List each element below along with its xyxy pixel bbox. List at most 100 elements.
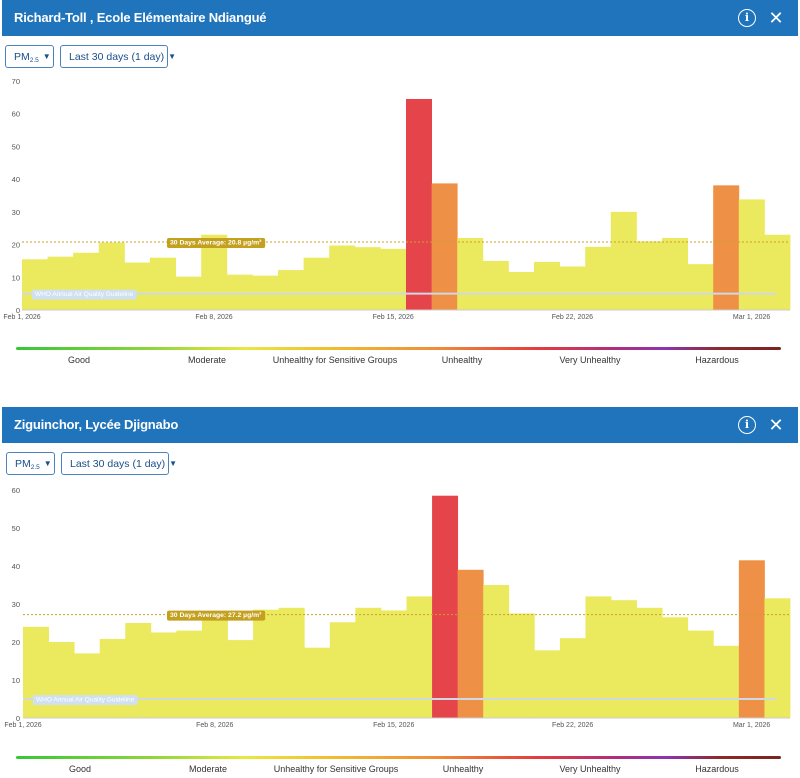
bar [354,247,381,310]
bar [201,616,228,718]
bar [380,610,407,718]
y-tick-label: 0 [16,306,20,315]
average-label: 30 Days Average: 27.2 µg/m³ [170,612,262,619]
legend-very-unhealthy: Very Unhealthy [559,355,621,365]
bar [585,246,612,310]
bar [687,630,714,718]
info-icon[interactable]: i [738,9,756,27]
x-tick-label: Feb 22, 2026 [552,722,593,729]
legend-hazardous: Hazardous [695,355,739,365]
bar [764,598,791,718]
time-range-label: Last 30 days (1 day) [69,51,165,63]
station-panel-ziguinchor: Ziguinchor, Lycée Djignabo i ✕ PM2.5 ▼ La… [0,407,800,778]
close-icon[interactable]: ✕ [768,415,784,435]
average-label-bg [167,610,266,621]
y-tick-label: 70 [12,77,20,86]
aqi-gradient-bar [16,347,781,350]
bar [48,642,75,718]
bar [662,238,688,310]
chevron-down-icon: ▼ [168,52,177,61]
x-tick-label: Mar 1, 2026 [733,314,770,321]
bar [329,245,356,310]
pollutant-dropdown[interactable]: PM2.5 ▼ [6,452,55,475]
average-label: 30 Days Average: 20.8 µg/m³ [170,239,262,246]
time-range-dropdown[interactable]: Last 30 days (1 day) ▼ [61,452,177,475]
pollutant-label: PM [14,51,30,63]
bar [559,638,586,718]
legend-unhealthy: Unhealthy [441,355,483,365]
station-panel-richard-toll: Richard-Toll , Ecole Elémentaire Ndiangu… [0,0,800,380]
bar [329,622,356,718]
legend-moderate: Moderate [188,764,228,774]
x-tick-label: Feb 15, 2026 [373,722,414,729]
bar [278,607,305,718]
x-tick-label: Feb 1, 2026 [4,722,41,729]
y-tick-label: 20 [12,638,20,647]
who-guideline-label: WHO Annual Air Quality Guideline [35,291,134,298]
bar [124,262,151,310]
bar [253,609,280,718]
chevron-down-icon: ▼ [42,52,51,61]
aqi-gradient-bar [16,756,781,759]
legend-very-unhealthy: Very Unhealthy [559,764,621,774]
bar [457,238,484,310]
pm25-bar-chart: 0 10 20 30 40 50 60 70 WHO Annual Air Quality Gu… [3,77,791,321]
bar [687,264,714,310]
bar [303,257,330,310]
close-icon[interactable]: ✕ [768,8,784,28]
chevron-down-icon: ▼ [43,459,52,468]
bar [508,613,535,718]
bar [636,607,663,718]
bar [713,185,740,310]
bar [176,630,203,718]
bar [99,638,126,718]
legend-hazardous: Hazardous [695,764,739,774]
bar [150,257,176,310]
bar [611,600,637,718]
time-range-dropdown[interactable]: Last 30 days (1 day) ▼ [60,45,176,68]
bar [380,248,407,310]
y-tick-label: 10 [12,273,20,282]
x-tick-label: Feb 15, 2026 [373,314,414,321]
bar [738,560,765,718]
bar [764,234,791,310]
bar [74,653,101,718]
legend-usg: Unhealthy for Sensitive Groups [272,355,398,365]
bar [431,183,458,310]
y-tick-label: 50 [12,142,20,151]
legend-moderate: Moderate [187,355,227,365]
pollutant-dropdown[interactable]: PM2.5 ▼ [5,45,54,68]
bar [406,596,433,718]
bar [662,617,689,718]
y-tick-label: 0 [16,714,20,723]
bar [508,272,535,310]
bar [738,199,765,310]
pollutant-subscript: 2.5 [29,57,39,64]
bar [406,98,432,310]
bar [98,242,125,310]
info-icon[interactable]: i [738,416,756,434]
pollutant-subscript: 2.5 [30,464,40,471]
bar [47,256,74,310]
y-tick-label: 60 [12,486,20,495]
time-range-label: Last 30 days (1 day) [70,458,166,470]
y-tick-label: 40 [12,562,20,571]
y-tick-label: 30 [12,208,20,217]
legend-usg: Unhealthy for Sensitive Groups [273,764,399,774]
x-tick-label: Feb 8, 2026 [196,722,233,729]
average-label-bg [167,237,266,248]
bar [534,261,560,310]
bar [534,650,561,718]
bar [226,274,253,310]
bar [227,640,254,718]
bar [22,259,48,310]
bar [432,495,459,718]
bar [483,585,510,718]
bar [713,645,740,718]
bar [304,647,331,718]
legend-good: Good [68,764,92,774]
x-tick-label: Feb 8, 2026 [195,314,232,321]
bar [73,252,100,310]
y-tick-label: 20 [12,241,20,250]
x-tick-label: Mar 1, 2026 [733,722,770,729]
